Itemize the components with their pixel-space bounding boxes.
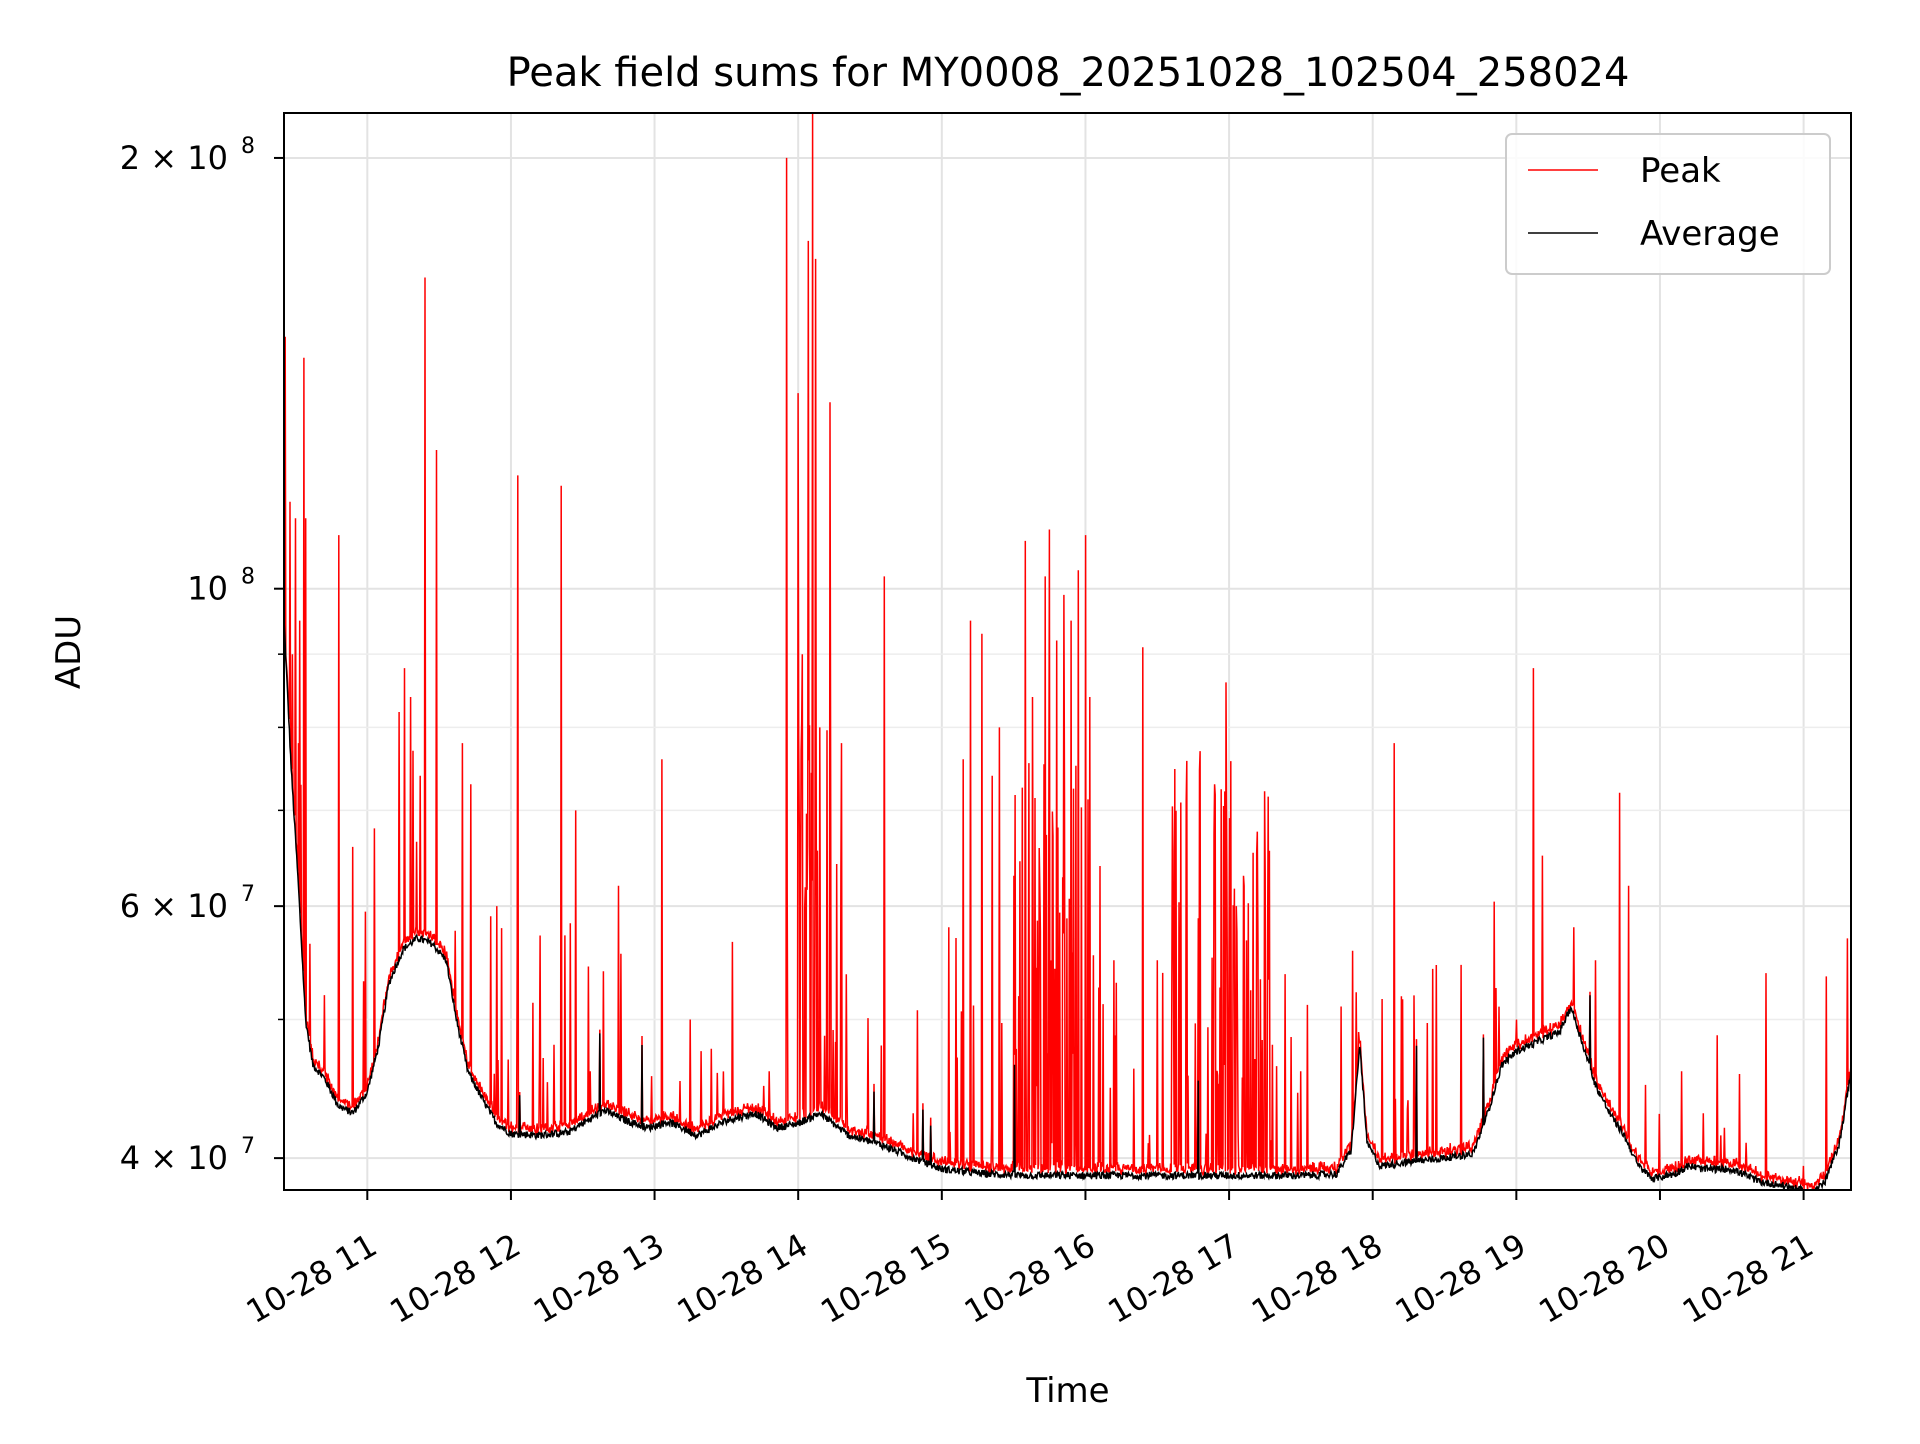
legend-peak-label: Peak — [1640, 151, 1721, 191]
y-tick-exponent: 7 — [241, 1134, 255, 1159]
average-series-line — [284, 619, 1851, 1190]
grid-lines — [284, 113, 1851, 1190]
y-tick-exponent: 8 — [241, 565, 255, 590]
y-tick-exponent: 8 — [241, 134, 255, 159]
legend-box — [1505, 133, 1831, 275]
y-axis-ticks: 4 × 10 7 6 × 10 7 10 8 2 × 10 8 — [120, 134, 284, 1177]
x-axis-label: Time — [1025, 1371, 1109, 1411]
plot-frame — [283, 112, 1852, 1191]
y-tick-label: 6 × 10 — [120, 887, 228, 925]
y-tick-label: 2 × 10 — [120, 139, 228, 177]
y-axis-label: ADU — [49, 615, 89, 689]
y-tick-exponent: 7 — [241, 882, 255, 907]
chart-title: Peak field sums for MY0008_20251028_1025… — [507, 50, 1630, 96]
y-tick-label: 4 × 10 — [120, 1139, 228, 1177]
y-tick-label: 10 — [187, 570, 228, 608]
legend-average-label: Average — [1640, 214, 1780, 254]
legend: Peak Average — [1505, 133, 1831, 275]
